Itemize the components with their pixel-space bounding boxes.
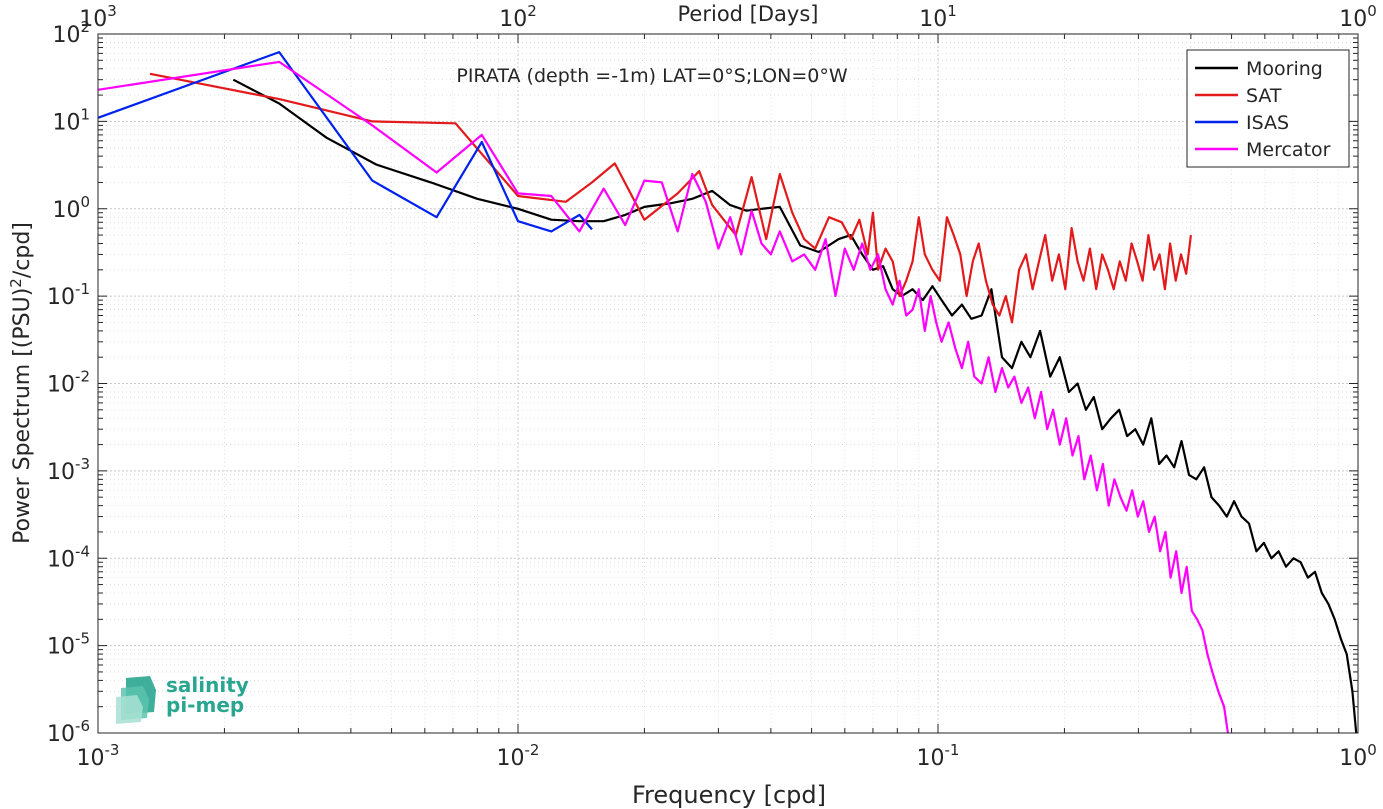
y-tick-label: 102 [52, 18, 90, 48]
y-axis-label-sup: 2 [7, 278, 25, 288]
legend-label-mooring: Mooring [1246, 58, 1323, 80]
y-tick-label: 10-5 [47, 630, 90, 660]
y-tick-label: 10-1 [47, 280, 90, 310]
x-axis-label: Frequency [cpd] [632, 781, 826, 809]
y-tick-label: 10-3 [47, 455, 90, 485]
tick-marks [97, 33, 1359, 734]
top-axis-label: Period [Days] [678, 2, 819, 26]
series-line-mercator [97, 60, 1229, 734]
x-tick-label: 10-1 [917, 741, 960, 771]
legend-entries: Mooring SAT ISAS Mercator [1195, 58, 1331, 161]
legend: Mooring SAT ISAS Mercator [1186, 49, 1350, 168]
legend-label-sat: SAT [1246, 85, 1282, 107]
y-axis-label-main: Power Spectrum [(PSU) [10, 288, 35, 544]
logo-text-salinity: salinity [166, 673, 249, 697]
top-tick-label: 102 [499, 2, 537, 32]
series-line-sat [149, 72, 1192, 324]
logo-mark-icon [116, 676, 156, 724]
y-tick-label: 100 [52, 193, 90, 223]
legend-label-isas: ISAS [1246, 112, 1289, 134]
legend-box [1186, 49, 1350, 168]
x-tick-label: 10-2 [497, 741, 540, 771]
y-tick-label: 10-2 [47, 368, 90, 398]
x-tick-labels: 10-3 10-2 10-1 100 [77, 741, 1377, 771]
logo-text-pi-mep: pi-mep [166, 693, 244, 717]
y-axis-label-tail: /cpd] [10, 222, 35, 278]
top-tick-label: 101 [919, 2, 957, 32]
series-line-mooring [232, 78, 1358, 734]
chart-title: PIRATA (depth =-1m) LAT=0°S;LON=0°W [456, 65, 847, 87]
y-tick-labels: 102 101 100 10-1 10-2 10-3 10-4 10-5 10-6 [47, 18, 90, 747]
x-tick-label: 100 [1339, 741, 1377, 771]
y-tick-label: 101 [52, 105, 90, 135]
legend-label-mercator: Mercator [1246, 139, 1331, 161]
top-tick-label: 103 [79, 2, 117, 32]
series-layer [97, 50, 1358, 734]
y-axis-label: Power Spectrum [(PSU)2/cpd] [7, 222, 35, 544]
x-tick-label: 10-3 [77, 741, 120, 771]
salinity-pi-mep-logo: salinity pi-mep [116, 673, 249, 724]
y-tick-label: 10-6 [47, 717, 90, 747]
y-tick-label: 10-4 [47, 542, 90, 572]
top-tick-label: 100 [1339, 2, 1377, 32]
top-tick-labels: 103 102 101 100 [79, 2, 1377, 32]
